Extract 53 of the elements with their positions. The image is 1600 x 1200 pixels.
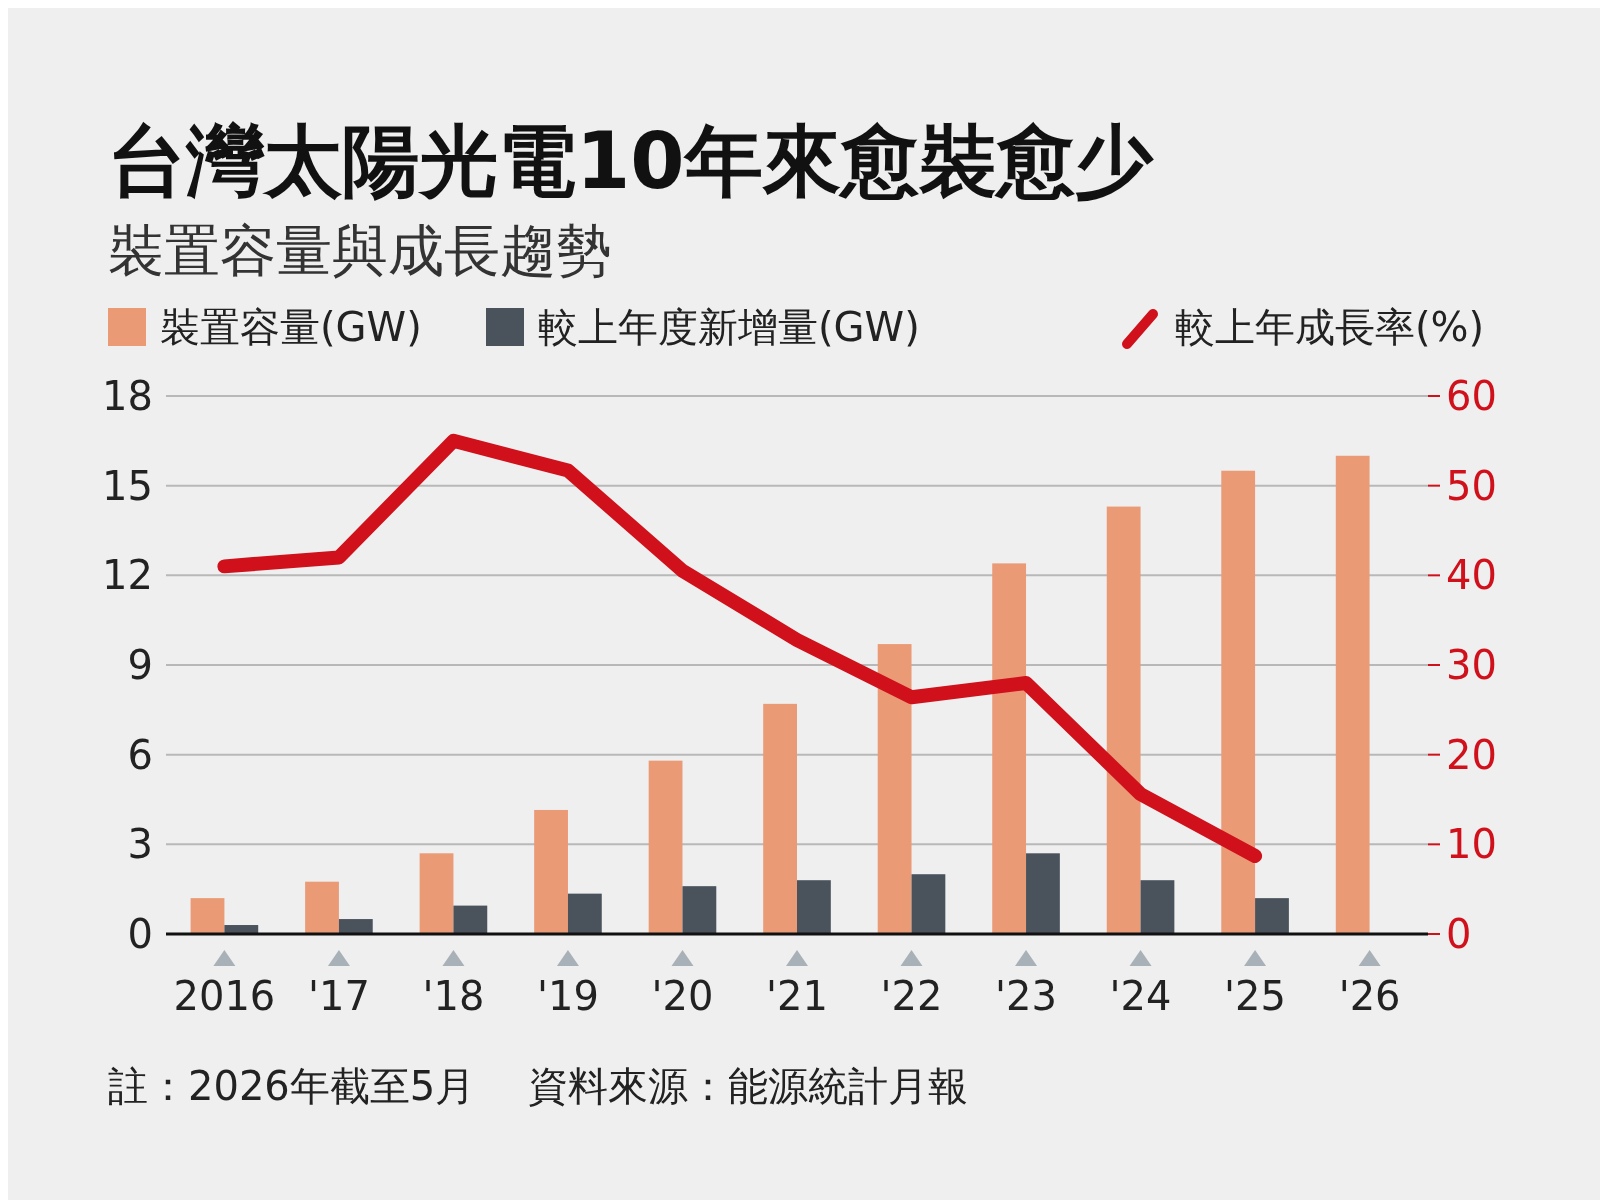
y-tick-label: 0 xyxy=(127,911,153,957)
y-tick-label: 15 xyxy=(102,462,153,509)
y2-tick-label: 30 xyxy=(1446,642,1497,688)
x-tick-label: '19 xyxy=(537,973,599,1019)
bar xyxy=(877,644,912,934)
bar xyxy=(1255,898,1289,934)
bar xyxy=(338,919,373,934)
bar xyxy=(1221,470,1256,934)
bar xyxy=(648,760,683,934)
x-tick-label: '25 xyxy=(1224,973,1287,1019)
bar xyxy=(419,853,454,934)
bar xyxy=(911,874,946,934)
legend-label: 裝置容量(GW) xyxy=(160,304,422,350)
chart-subtitle: 裝置容量與成長趨勢 xyxy=(108,218,612,283)
bar xyxy=(190,898,225,934)
legend-label: 較上年度新增量(GW) xyxy=(538,304,920,350)
x-tick-label: '23 xyxy=(995,973,1057,1019)
y-tick-label: 3 xyxy=(127,821,153,868)
bar xyxy=(453,905,488,934)
y-tick-label: 12 xyxy=(102,552,153,599)
bar xyxy=(1106,506,1141,934)
x-tick-label: '26 xyxy=(1338,973,1401,1019)
y2-tick-label: 10 xyxy=(1446,821,1497,868)
bar xyxy=(992,563,1027,934)
y2-tick-label: 50 xyxy=(1446,462,1497,509)
legend-label: 較上年成長率(%) xyxy=(1175,304,1485,350)
y-tick-label: 9 xyxy=(127,642,153,688)
bar xyxy=(567,893,602,934)
y-tick-label: 18 xyxy=(102,373,153,419)
chart-title: 台灣太陽光電10年來愈裝愈少 xyxy=(108,116,1154,206)
bar xyxy=(1140,880,1175,934)
y2-tick-label: 40 xyxy=(1446,552,1497,599)
y2-tick-label: 0 xyxy=(1446,911,1472,957)
bar xyxy=(1026,853,1060,934)
bar xyxy=(534,809,568,934)
source-note: 資料來源：能源統計月報 xyxy=(528,1063,968,1109)
y-tick-label: 6 xyxy=(127,731,153,778)
bar xyxy=(305,881,339,934)
x-tick-label: 2016 xyxy=(173,973,276,1019)
y2-tick-label: 60 xyxy=(1446,373,1497,419)
text: 註：2026年截至5月 xyxy=(108,1063,476,1109)
x-tick-label: '17 xyxy=(307,973,370,1019)
bar xyxy=(1335,455,1370,934)
x-tick-label: '22 xyxy=(880,973,943,1019)
bar xyxy=(763,703,797,934)
bar xyxy=(682,886,717,934)
x-tick-label: '24 xyxy=(1109,973,1172,1019)
x-tick-label: '20 xyxy=(651,973,714,1019)
x-tick-label: '21 xyxy=(766,973,828,1019)
bar xyxy=(797,880,831,934)
x-tick-label: '18 xyxy=(422,973,485,1019)
y2-tick-label: 20 xyxy=(1446,731,1497,778)
bar xyxy=(224,925,259,934)
